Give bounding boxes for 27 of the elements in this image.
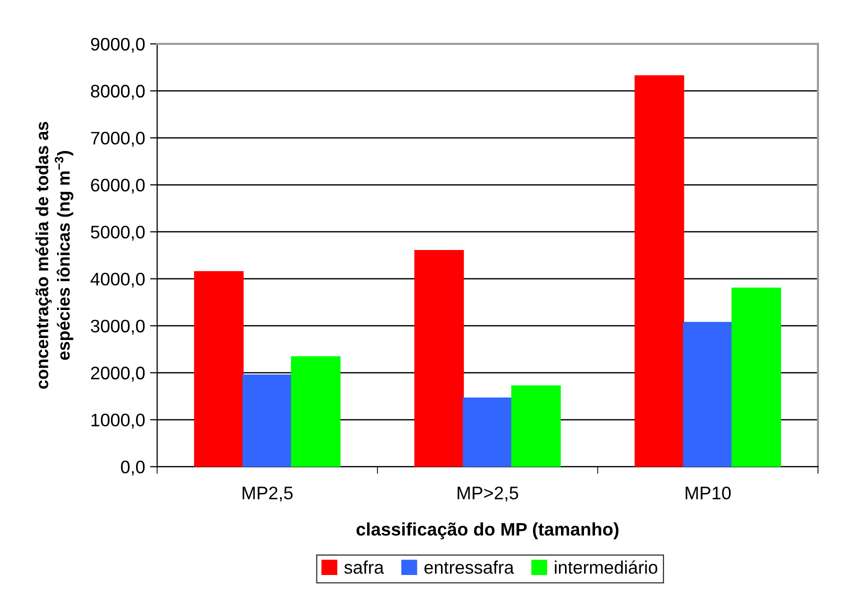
y-tick-label: 9000,0	[90, 38, 145, 53]
legend-label: safra	[344, 560, 384, 574]
x-tick-label: MP>2,5	[458, 486, 518, 502]
bar	[683, 322, 733, 467]
bar	[732, 288, 782, 467]
y-tick-label: 4000,0	[90, 272, 145, 288]
x-tick-label: MP2,5	[242, 486, 293, 502]
y-tick-label: 1000,0	[92, 414, 145, 429]
y-axis-title: concentração média de todas as espécies iônicas (ng m$^{−3}$)	[35, 122, 74, 389]
y-tick-label: 7000,0	[91, 132, 145, 147]
bar	[290, 356, 341, 467]
bar	[242, 374, 292, 467]
bar	[462, 398, 512, 467]
y-tick-label: 2000,0	[91, 366, 145, 382]
y-tick-label: 0,0	[120, 460, 145, 476]
bar	[194, 271, 244, 467]
y-tick-label: 6000,0	[91, 178, 145, 194]
x-axis-title: classificação do MP (tamanho)	[356, 522, 618, 540]
legend-label: entressafra	[424, 560, 514, 574]
y-tick-label: 8000,0	[90, 84, 145, 100]
bar	[511, 385, 561, 467]
bar	[634, 75, 684, 467]
y-tick-label: 3000,0	[90, 320, 145, 335]
bar	[414, 250, 464, 467]
y-tick-label: 5000,0	[90, 226, 145, 241]
legend-label: intermediário	[554, 560, 658, 574]
x-tick-label: MP10	[686, 486, 731, 500]
